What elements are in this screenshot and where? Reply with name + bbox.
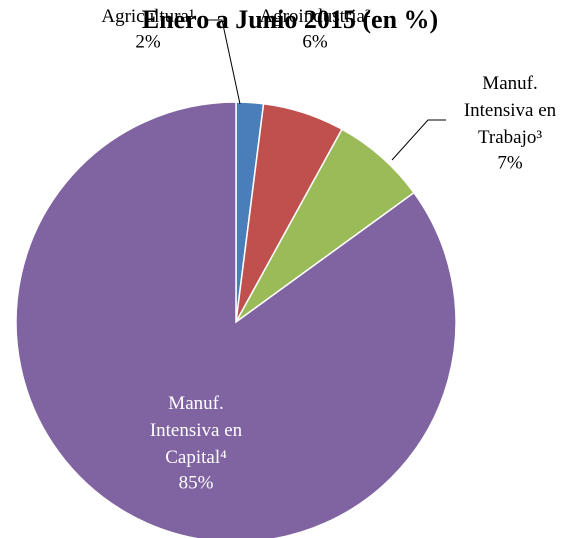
slice-value-label: 6% [302, 31, 328, 52]
slice-label: Manuf. Intensiva en Trabajo³ [464, 73, 557, 148]
slice-value-label: 85% [179, 472, 214, 493]
leader-line [207, 19, 241, 105]
slice-value-label: 2% [135, 31, 161, 52]
pie-slice [15, 101, 457, 538]
slice-label: Agroindustria² [259, 6, 371, 27]
leader-line [391, 119, 446, 161]
chart-title: Enero a Junio 2015 (en %) [142, 5, 438, 34]
slice-value-label: 7% [497, 152, 523, 173]
slice-label: Manuf. Intensiva en Capital⁴ [150, 393, 243, 468]
slice-label: Agricultura¹ [101, 6, 195, 27]
